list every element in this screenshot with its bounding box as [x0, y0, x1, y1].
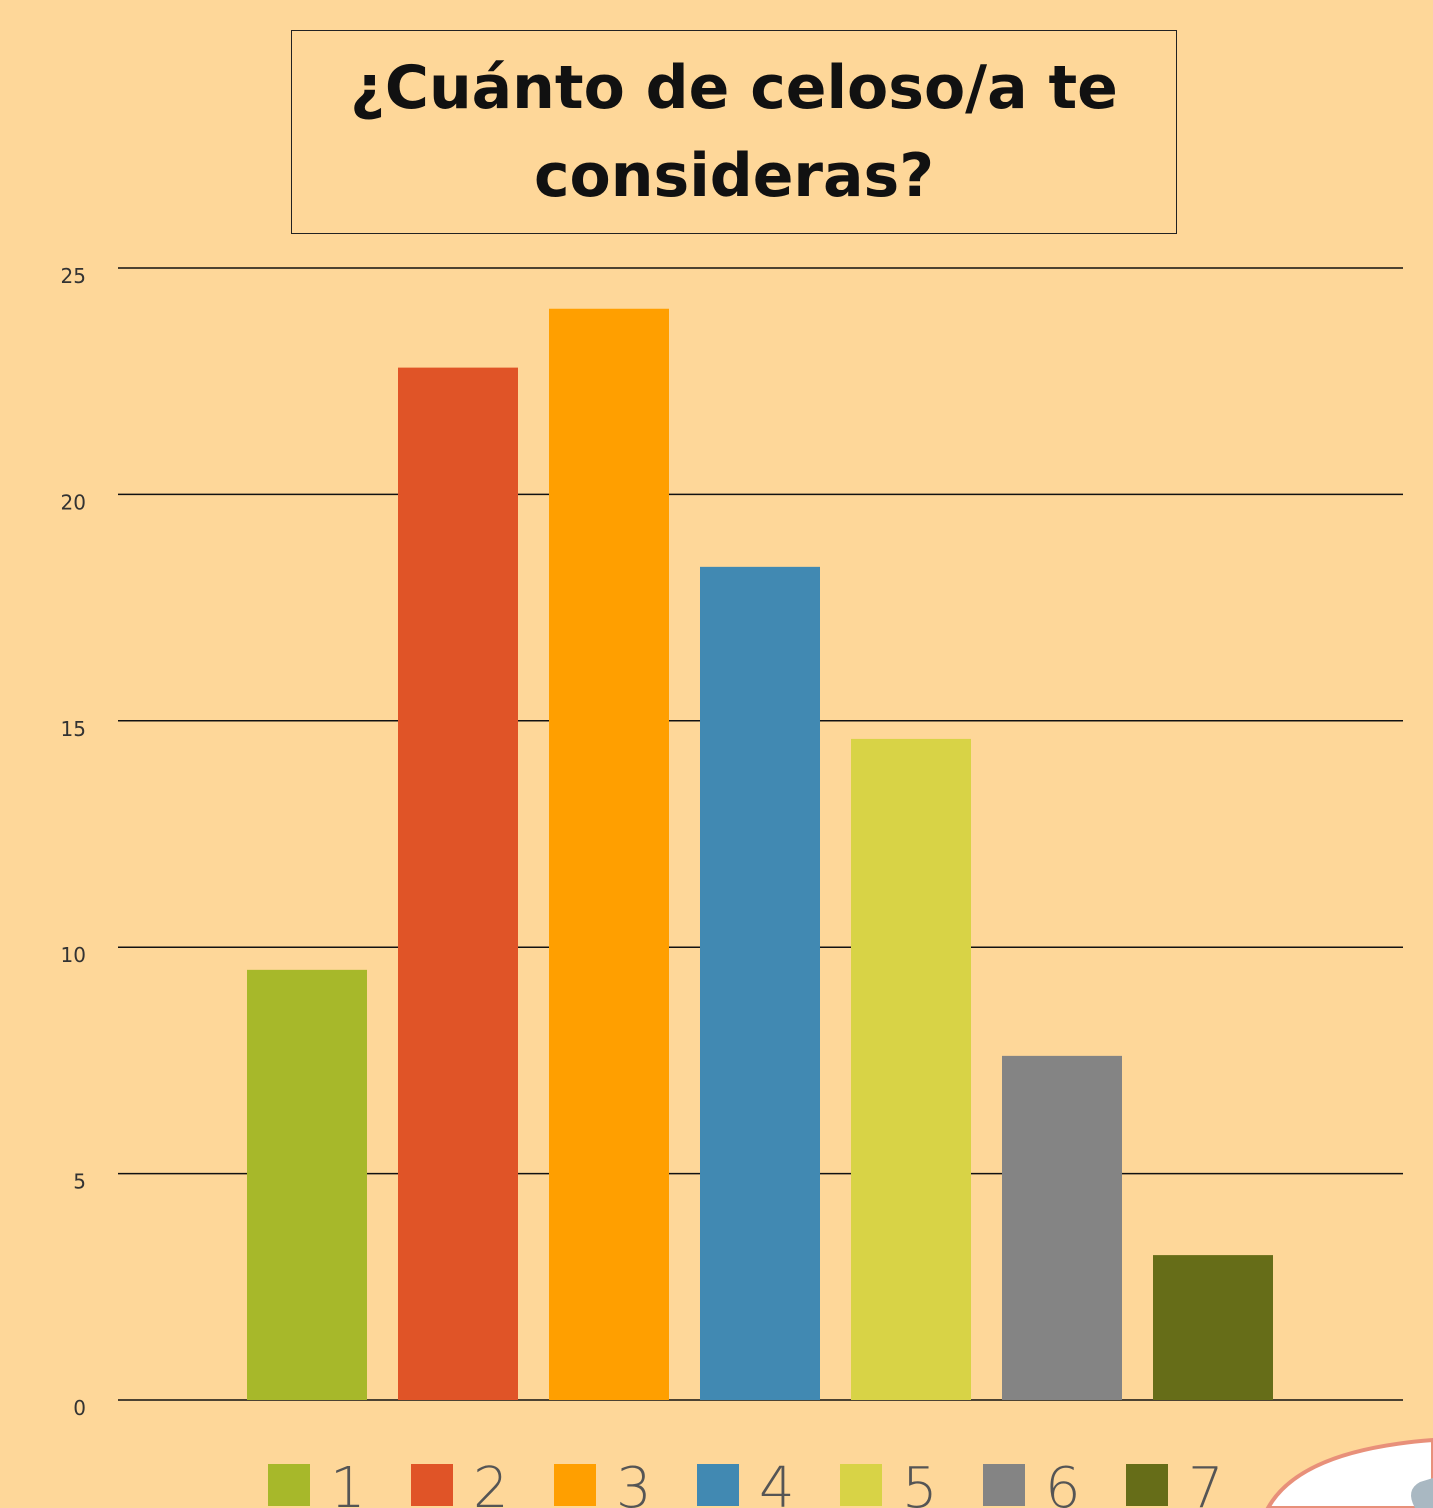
bar-6: [1002, 1055, 1122, 1400]
legend-label-4: 4: [759, 1456, 795, 1508]
chart-title: ¿Cuánto de celoso/a te consideras?: [350, 53, 1118, 211]
y-axis-ticks: 0 5 10 15 20 25: [61, 264, 86, 1420]
y-tick-label: 5: [73, 1170, 86, 1194]
bar-3: [549, 308, 669, 1401]
bar-1: [247, 969, 367, 1400]
bar-2: [398, 367, 518, 1401]
legend-label-6: 6: [1045, 1456, 1081, 1508]
y-tick-label: 25: [61, 264, 86, 288]
bars: [247, 308, 1273, 1401]
legend-label-5: 5: [902, 1456, 938, 1508]
bar-5: [851, 738, 971, 1400]
legend-swatch-6: [983, 1464, 1025, 1506]
legend-swatch-1: [268, 1464, 310, 1506]
legend-label-2: 2: [473, 1456, 509, 1508]
legend-label-7: 7: [1188, 1456, 1224, 1508]
legend-label-3: 3: [616, 1456, 652, 1508]
legend-swatch-3: [554, 1464, 596, 1506]
y-tick-label: 0: [73, 1396, 86, 1420]
legend: 1 2 3 4 5 6 7: [268, 1456, 1224, 1508]
legend-label-1: 1: [330, 1456, 366, 1508]
legend-swatch-5: [840, 1464, 882, 1506]
corner-logo-mark: [1411, 1478, 1433, 1508]
chart-title-box: ¿Cuánto de celoso/a te consideras?: [291, 30, 1177, 234]
bar-4: [700, 566, 820, 1400]
legend-swatch-2: [411, 1464, 453, 1506]
bar-7: [1153, 1255, 1273, 1400]
legend-swatch-4: [697, 1464, 739, 1506]
y-tick-label: 10: [61, 943, 86, 967]
y-tick-label: 20: [61, 490, 86, 514]
y-tick-label: 15: [61, 717, 86, 741]
corner-logo-shape: [1265, 1437, 1433, 1508]
legend-swatch-7: [1126, 1464, 1168, 1506]
